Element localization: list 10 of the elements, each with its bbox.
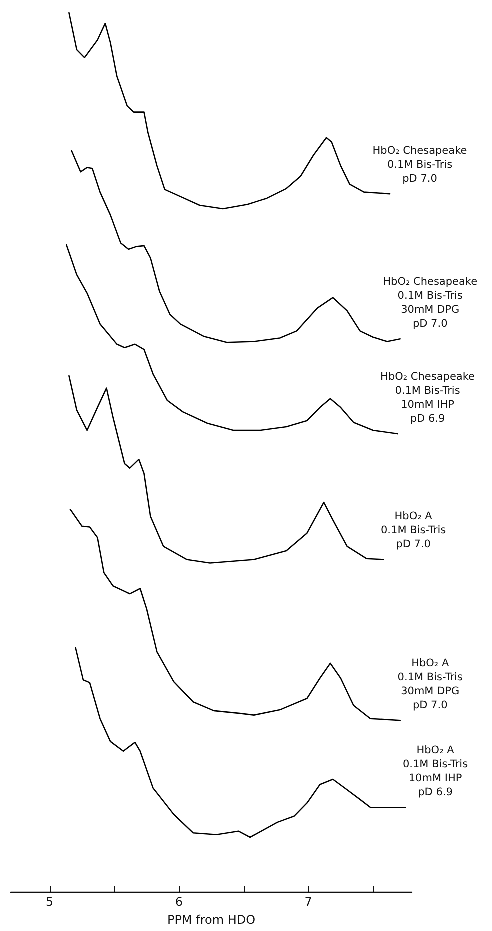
- series-label: HbO₂ A 0.1M Bis-Tris 30mM DPG pD 7.0: [398, 658, 463, 712]
- series-label: HbO₂ Chesapeake 0.1M Bis-Tris pD 7.0: [372, 145, 468, 186]
- series-label: HbO₂ A 0.1M Bis-Tris 10mM IHP pD 6.9: [402, 744, 468, 799]
- x-tick-label: 7: [304, 895, 312, 909]
- x-tick-label: 5: [46, 895, 54, 909]
- series-label: HbO₂ Chesapeake 0.1M Bis-Tris 10mM IHP pD 6.9: [380, 371, 475, 426]
- series-label: HbO₂ A 0.1M Bis-Tris pD 7.0: [380, 510, 446, 551]
- x-axis-title: PPM from HDO: [167, 913, 256, 927]
- x-tick-label: 6: [175, 895, 183, 909]
- series-label: HbO₂ Chesapeake 0.1M Bis-Tris 30mM DPG pD 7.0: [383, 276, 478, 330]
